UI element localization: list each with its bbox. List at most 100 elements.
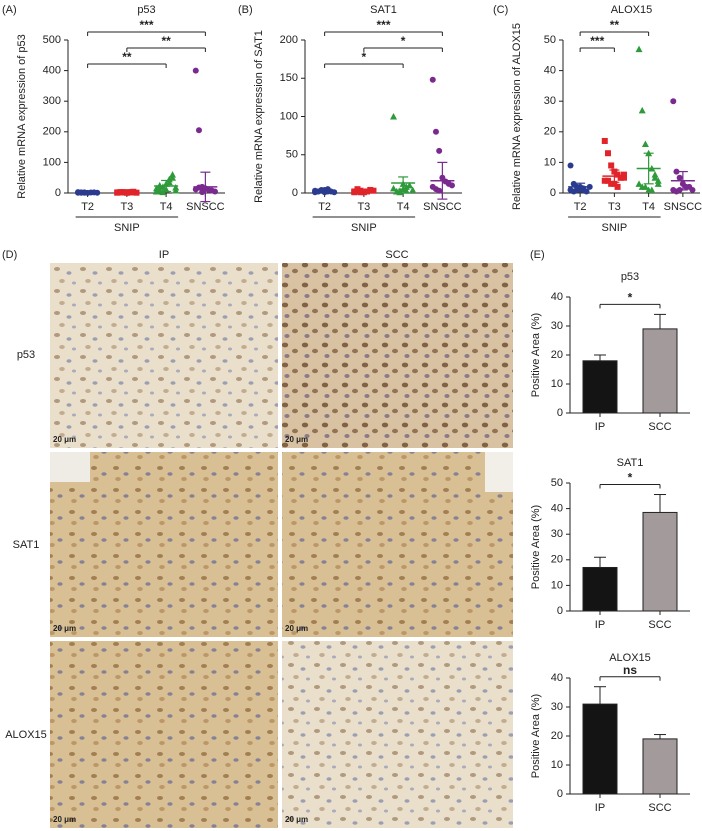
panel-label: (C) [493,4,508,16]
ihc-image [282,641,513,828]
y-tick-label: 20 [551,554,563,566]
data-point [354,186,361,193]
bar [642,511,678,612]
y-tick-label: 400 [43,65,61,77]
y-tick-label: 100 [43,156,61,168]
y-tick-label: 0 [557,788,563,800]
y-tick-label: 10 [551,579,563,591]
data-point [608,180,615,187]
scale-bar-label: 20 μm [53,815,76,824]
y-tick-label: 40 [551,291,563,303]
data-point [195,127,202,134]
y-axis-label: Relative mRNA expression of SAT1 [253,30,265,203]
data-point [670,98,677,105]
x-tick-label: T3 [120,201,133,213]
x-tick-label: SCC [648,619,671,631]
bar [642,738,678,795]
data-point [429,76,436,83]
x-tick-label: SNSCC [423,201,462,213]
scale-bar-label: 20 μm [285,624,308,633]
x-tick-label: IP [595,802,605,814]
y-tick-label: 0 [292,187,298,199]
data-point [390,184,398,192]
significance-label: * [401,34,406,48]
data-point [651,174,659,181]
data-point [165,178,173,186]
significance-label: * [628,471,633,485]
y-tick-label: 0 [557,407,563,419]
panel-label: (E) [530,249,545,261]
x-tick-label: SNSCC [664,201,702,213]
data-point [673,168,680,175]
y-tick-label: 40 [551,503,563,515]
x-tick-label: T4 [397,201,410,213]
panel-label: (D) [2,249,17,261]
y-tick-label: 500 [43,34,61,46]
scale-bar-label: 20 μm [285,815,308,824]
y-axis-label: Positive Area (%) [530,694,542,778]
y-tick-label: 40 [544,65,556,77]
ihc-image [282,452,513,637]
column-label: IP [159,249,169,261]
ihc-image [282,263,513,448]
data-point [448,182,455,189]
y-tick-label: 10 [544,156,556,168]
y-tick-label: 50 [551,477,563,489]
y-tick-label: 10 [551,759,563,771]
x-tick-label: T3 [608,201,621,213]
data-point [641,140,649,148]
data-point [406,181,414,189]
group-label: SNIP [351,222,377,234]
data-point [608,162,615,169]
y-tick-label: 150 [280,72,298,84]
data-point [169,174,177,181]
x-tick-label: T4 [642,201,655,213]
data-point [192,67,199,74]
y-axis-label: Positive Area (%) [530,313,542,397]
x-tick-label: SCC [648,802,671,814]
data-point [367,186,374,193]
bar [582,566,618,612]
data-point [331,189,338,196]
significance-label: *** [376,18,390,32]
y-axis-label: Relative mRNA expression of p53 [16,34,28,198]
significance-label: * [628,291,633,305]
data-point [676,174,683,181]
scale-bar-label: 20 μm [285,435,308,444]
data-point [396,188,404,196]
y-tick-label: 40 [551,672,563,684]
data-point [620,171,627,178]
y-tick-label: 100 [280,110,298,122]
x-tick-label: T2 [81,201,94,213]
column-label: SCC [385,249,408,261]
significance-label: ** [610,18,620,32]
scale-bar-label: 20 μm [53,624,76,633]
data-point [156,181,164,189]
chart-title: SAT1 [617,457,644,469]
data-point [617,174,624,181]
data-point [436,187,443,194]
x-tick-label: T3 [357,201,370,213]
data-point [614,171,621,178]
panel-label: (B) [238,4,253,16]
row-label: ALOX15 [5,729,47,741]
x-tick-label: T2 [574,201,587,213]
y-tick-label: 20 [551,730,563,742]
significance-label: ** [122,50,132,64]
chart-title: p53 [137,4,155,16]
chart-title: SAT1 [370,4,397,16]
y-axis-label: Relative mRNA expression of ALOX15 [511,23,523,210]
y-tick-label: 10 [551,378,563,390]
data-point [601,137,608,144]
data-point [436,147,443,154]
data-point [402,187,410,194]
data-point [199,189,206,196]
bar [582,360,618,414]
y-tick-label: 0 [557,605,563,617]
y-tick-label: 50 [286,149,298,161]
data-point [635,180,643,187]
data-point [641,183,649,190]
chart-title: ALOX15 [611,4,653,16]
y-tick-label: 30 [551,528,563,540]
bar [582,703,618,795]
